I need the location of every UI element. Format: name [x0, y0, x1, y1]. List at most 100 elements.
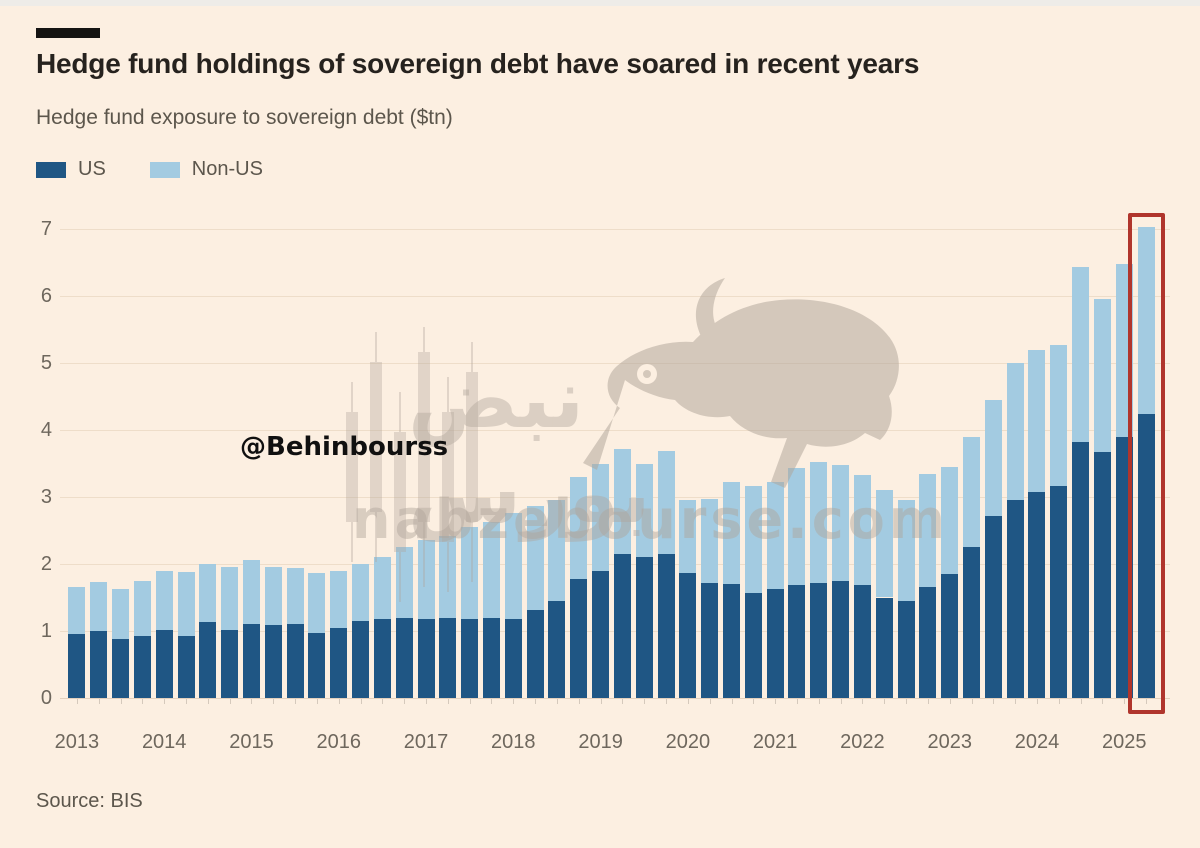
bar-segment-non-us-2014Q4 — [221, 567, 239, 630]
quarter-tick — [1036, 699, 1038, 704]
bar-segment-us-2013Q4 — [133, 635, 151, 698]
bar-segment-non-us-2024Q1 — [1028, 350, 1046, 492]
bar-segment-non-us-2013Q4 — [133, 581, 151, 636]
bar-segment-us-2019Q3 — [635, 557, 653, 698]
bar-segment-non-us-2019Q4 — [657, 451, 675, 554]
y-tick-label-1: 1 — [40, 620, 52, 642]
quarter-tick — [600, 699, 602, 704]
bar-segment-non-us-2022Q1 — [853, 474, 871, 586]
bar-segment-non-us-2024Q4 — [1093, 299, 1111, 453]
quarter-tick — [578, 699, 580, 704]
bar-segment-us-2017Q1 — [417, 618, 435, 698]
quarter-tick — [840, 699, 842, 704]
quarter-tick — [164, 699, 166, 704]
quarter-tick — [229, 699, 231, 704]
bar-segment-us-2014Q2 — [177, 636, 195, 698]
bar-segment-non-us-2017Q3 — [461, 527, 479, 619]
y-tick-label-0: 0 — [40, 687, 52, 709]
x-year-label-2015: 2015 — [229, 731, 274, 753]
gridline-7 — [60, 229, 1170, 230]
bar-segment-us-2019Q2 — [613, 553, 631, 698]
gridline-5 — [60, 363, 1170, 364]
bar-segment-us-2017Q4 — [482, 618, 500, 698]
quarter-tick — [796, 699, 798, 704]
bar-segment-non-us-2014Q3 — [199, 564, 217, 623]
bar-segment-non-us-2017Q2 — [439, 535, 457, 618]
bar-segment-us-2024Q3 — [1072, 442, 1090, 698]
bar-segment-us-2020Q2 — [701, 583, 719, 698]
x-year-label-2023: 2023 — [927, 731, 972, 753]
bar-segment-non-us-2023Q2 — [963, 436, 981, 548]
quarter-tick — [338, 699, 340, 704]
x-year-label-2014: 2014 — [141, 731, 187, 753]
bar-segment-us-2023Q2 — [963, 547, 981, 698]
title-kicker-bar — [36, 28, 100, 38]
bar-segment-us-2014Q3 — [199, 622, 217, 698]
quarter-tick — [622, 699, 624, 704]
bar-segment-non-us-2016Q1 — [330, 570, 348, 629]
quarter-tick — [513, 699, 515, 704]
bar-segment-non-us-2015Q3 — [286, 568, 304, 624]
bar-segment-us-2013Q1 — [68, 634, 86, 698]
bar-segment-non-us-2022Q4 — [919, 474, 937, 587]
x-year-label-2024: 2024 — [1014, 731, 1060, 753]
quarter-tick — [1124, 699, 1126, 704]
bar-segment-non-us-2022Q3 — [897, 499, 915, 601]
quarter-tick — [862, 699, 864, 704]
x-year-label-2020: 2020 — [665, 731, 711, 753]
quarter-tick — [818, 699, 820, 704]
bar-segment-us-2016Q1 — [330, 628, 348, 698]
bar-segment-us-2021Q2 — [788, 585, 806, 698]
bar-segment-us-2018Q1 — [504, 618, 522, 698]
quarter-tick — [1080, 699, 1082, 704]
chart-subtitle: Hedge fund exposure to sovereign debt ($… — [36, 106, 453, 129]
x-year-label-2016: 2016 — [316, 731, 362, 753]
bar-segment-non-us-2016Q3 — [373, 557, 391, 619]
bar-segment-non-us-2017Q1 — [417, 539, 435, 619]
bar-segment-us-2022Q4 — [919, 586, 937, 698]
quarter-tick — [251, 699, 253, 704]
bar-segment-us-2021Q3 — [810, 582, 828, 698]
bar-segment-non-us-2021Q3 — [810, 462, 828, 583]
bar-segment-non-us-2023Q1 — [941, 466, 959, 575]
page-title: Hedge fund holdings of sovereign debt ha… — [36, 48, 920, 79]
top-edge-strip — [0, 0, 1200, 6]
bar-segment-us-2014Q1 — [155, 629, 173, 698]
bar-segment-non-us-2022Q2 — [875, 490, 893, 598]
bar-segment-non-us-2015Q1 — [242, 559, 260, 625]
quarter-tick — [142, 699, 144, 704]
bar-segment-us-2015Q2 — [264, 624, 282, 698]
bar-segment-non-us-2020Q2 — [701, 499, 719, 584]
quarter-tick — [775, 699, 777, 704]
x-year-label-2019: 2019 — [578, 731, 623, 753]
bar-segment-us-2019Q4 — [657, 553, 675, 698]
bar-segment-us-2016Q3 — [373, 618, 391, 698]
x-year-label-2022: 2022 — [840, 731, 885, 753]
quarter-tick — [1015, 699, 1017, 704]
quarter-tick — [1146, 699, 1148, 704]
bar-segment-us-2019Q1 — [592, 570, 610, 698]
quarter-tick — [753, 699, 755, 704]
bar-segment-us-2020Q1 — [679, 572, 697, 698]
x-year-label-2017: 2017 — [403, 731, 449, 753]
bar-segment-us-2018Q4 — [570, 578, 588, 698]
quarter-tick — [687, 699, 689, 704]
quarter-tick — [426, 699, 428, 704]
bar-segment-non-us-2013Q2 — [90, 582, 108, 631]
legend: US Non-US — [36, 158, 263, 181]
quarter-tick — [295, 699, 297, 704]
bar-segment-non-us-2025Q2 — [1137, 226, 1155, 414]
y-tick-label-6: 6 — [40, 285, 52, 307]
bar-segment-us-2022Q1 — [853, 585, 871, 698]
bar-segment-us-2021Q4 — [832, 581, 850, 698]
gridline-0 — [60, 698, 1170, 699]
y-tick-label-2: 2 — [40, 553, 52, 575]
bar-segment-us-2021Q1 — [766, 588, 784, 698]
bar-segment-us-2025Q2 — [1137, 413, 1155, 698]
quarter-tick — [491, 699, 493, 704]
quarter-tick — [447, 699, 449, 704]
bar-segment-non-us-2018Q3 — [548, 499, 566, 601]
quarter-tick — [666, 699, 668, 704]
quarter-tick — [709, 699, 711, 704]
